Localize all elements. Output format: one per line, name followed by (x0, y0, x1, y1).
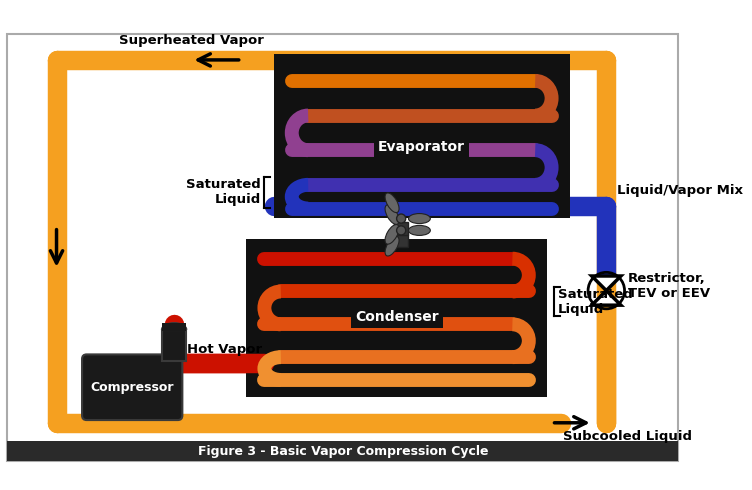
Bar (394, 234, 408, 247)
Bar (274, 53, 570, 218)
Text: Saturated
Liquid: Saturated Liquid (558, 288, 632, 316)
Bar (246, 239, 547, 397)
Bar (162, 323, 186, 331)
FancyBboxPatch shape (82, 354, 182, 420)
Polygon shape (592, 291, 621, 305)
Text: Condenser: Condenser (355, 310, 438, 324)
Ellipse shape (385, 193, 399, 213)
Polygon shape (592, 276, 621, 291)
Text: Compressor: Compressor (90, 381, 174, 394)
Text: Evaporator: Evaporator (378, 140, 465, 153)
Text: Figure 3 - Basic Vapor Compression Cycle: Figure 3 - Basic Vapor Compression Cycle (198, 445, 488, 459)
Text: Hot Vapor: Hot Vapor (187, 343, 262, 356)
Bar (394, 222, 408, 235)
Bar (8, 441, 678, 461)
Circle shape (396, 214, 406, 223)
Bar (162, 330, 186, 361)
Text: Liquid/Vapor Mix: Liquid/Vapor Mix (617, 184, 743, 196)
Text: Saturated
Liquid: Saturated Liquid (186, 178, 261, 206)
Circle shape (396, 226, 406, 235)
Ellipse shape (385, 236, 399, 256)
Ellipse shape (385, 205, 399, 224)
Text: Restrictor,
TEV or EEV: Restrictor, TEV or EEV (628, 272, 711, 300)
Ellipse shape (408, 214, 430, 223)
Ellipse shape (385, 224, 399, 244)
Text: Superheated Vapor: Superheated Vapor (119, 34, 263, 47)
Text: Subcooled Liquid: Subcooled Liquid (563, 430, 693, 443)
Ellipse shape (408, 225, 430, 235)
